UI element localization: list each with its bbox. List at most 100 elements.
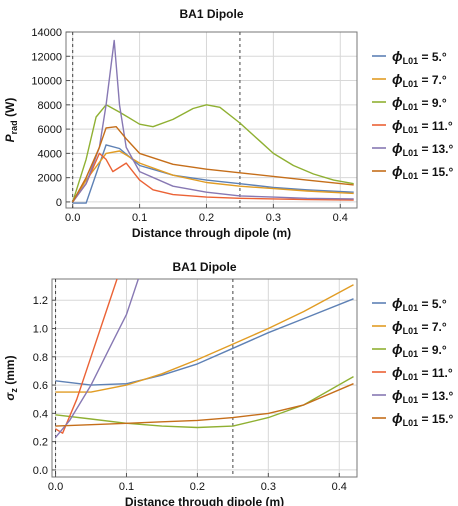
legend-series-name: 15.° <box>432 165 454 179</box>
y-tick-label: 0.6 <box>33 380 48 392</box>
legend-eq: = <box>418 366 432 380</box>
y-axis-label-main: P <box>3 133 17 142</box>
y-axis-label: σz (mm) <box>3 355 19 400</box>
legend-eq: = <box>418 119 432 133</box>
legend-item-label: ϕL01 = 13.° <box>392 387 453 405</box>
x-tick-label: 0.1 <box>119 481 134 493</box>
x-tick-label: 0.2 <box>190 481 205 493</box>
x-tick-label: 0.0 <box>48 481 63 493</box>
legend-item-label: ϕL01 = 7.° <box>392 71 447 89</box>
x-tick-label: 0.4 <box>332 481 347 493</box>
gridlines <box>52 279 357 477</box>
series-line <box>55 383 354 427</box>
y-tick-label: 0.0 <box>33 465 48 477</box>
y-tick-label: 10000 <box>31 76 62 88</box>
y-axis-label-sub: z <box>9 388 19 393</box>
legend-series-name: 13.° <box>432 142 454 156</box>
series-line <box>72 150 354 203</box>
series-line <box>55 284 354 393</box>
legend-eq: = <box>418 96 432 110</box>
legend-eq: = <box>418 142 432 156</box>
legend-series-name: 5.° <box>432 297 447 311</box>
legend-item-label: ϕL01 = 11.° <box>392 117 453 135</box>
series-line <box>55 279 118 434</box>
legend-symbol: ϕ <box>392 387 403 403</box>
legend-eq: = <box>418 343 432 357</box>
x-tick-label: 0.3 <box>266 212 281 224</box>
legend-sub: L01 <box>403 125 419 135</box>
legend: ϕL01 = 5.°ϕL01 = 7.°ϕL01 = 9.°ϕL01 = 11.… <box>372 295 453 428</box>
series-line <box>55 298 354 386</box>
legend-sub: L01 <box>403 349 419 359</box>
legend-series-name: 9.° <box>432 96 447 110</box>
legend-eq: = <box>418 50 432 64</box>
legend-sub: L01 <box>403 102 419 112</box>
x-tick-label: 0.0 <box>65 212 80 224</box>
x-tick-label: 0.3 <box>261 481 276 493</box>
x-tick-label: 0.2 <box>199 212 214 224</box>
legend-series-name: 11.° <box>432 119 453 133</box>
legend-item-label: ϕL01 = 11.° <box>392 364 453 382</box>
gridlines <box>66 31 357 208</box>
y-tick-label: 1.0 <box>33 324 48 336</box>
legend-sub: L01 <box>403 56 419 66</box>
chart-title: BA1 Dipole <box>179 7 243 21</box>
legend-eq: = <box>418 297 432 311</box>
legend: ϕL01 = 5.°ϕL01 = 7.°ϕL01 = 9.°ϕL01 = 11.… <box>372 48 453 181</box>
x-axis-label: Distance through dipole (m) <box>125 495 284 506</box>
x-tick-label: 0.1 <box>132 212 147 224</box>
legend-series-name: 15.° <box>432 412 454 426</box>
x-axis-label: Distance through dipole (m) <box>132 226 291 240</box>
y-axis-label-unit: (mm) <box>3 355 17 388</box>
legend-eq: = <box>418 320 432 334</box>
x-tick-label: 0.4 <box>333 212 348 224</box>
legend-sub: L01 <box>403 303 419 313</box>
y-tick-label: 0.4 <box>33 408 48 420</box>
series-line <box>72 152 354 203</box>
series-line <box>55 375 354 429</box>
legend-symbol: ϕ <box>392 71 403 87</box>
y-axis-label-sub: rad <box>9 120 19 134</box>
legend-series-name: 7.° <box>432 73 447 87</box>
legend-series-name: 5.° <box>432 50 447 64</box>
legend-sub: L01 <box>403 395 419 405</box>
legend-sub: L01 <box>403 148 419 158</box>
legend-item-label: ϕL01 = 13.° <box>392 140 453 158</box>
legend-item-label: ϕL01 = 7.° <box>392 318 447 336</box>
legend-eq: = <box>418 73 432 87</box>
legend-eq: = <box>418 165 432 179</box>
y-tick-label: 0 <box>56 197 62 209</box>
legend-sub: L01 <box>403 79 419 89</box>
legend-symbol: ϕ <box>392 140 403 156</box>
y-tick-label: 8000 <box>38 100 62 112</box>
legend-series-name: 11.° <box>432 366 453 380</box>
chart-sigma-z: BA1 Dipole 0.0 0.1 0.2 0.3 0.4 0.0 0.2 0.4 0.6 0.8… <box>3 260 453 506</box>
series-line <box>72 104 354 203</box>
legend-eq: = <box>418 389 432 403</box>
series-line <box>72 125 354 203</box>
series-line <box>54 279 140 438</box>
series-group <box>54 279 354 438</box>
legend-symbol: ϕ <box>392 163 403 179</box>
legend-series-name: 7.° <box>432 320 447 334</box>
series-group <box>72 39 354 204</box>
legend-sub: L01 <box>403 326 419 336</box>
legend-sub: L01 <box>403 418 419 428</box>
legend-symbol: ϕ <box>392 48 403 64</box>
legend-symbol: ϕ <box>392 364 403 380</box>
y-tick-label: 0.8 <box>33 352 48 364</box>
legend-item-label: ϕL01 = 15.° <box>392 410 453 428</box>
legend-symbol: ϕ <box>392 341 403 357</box>
plot-frame <box>65 31 358 209</box>
plot-frame <box>51 278 358 478</box>
legend-symbol: ϕ <box>392 410 403 426</box>
y-tick-label: 4000 <box>38 148 62 160</box>
y-axis-label-main: σ <box>3 392 17 401</box>
series-line <box>72 39 354 203</box>
y-tick-label: 12000 <box>31 51 62 63</box>
legend-symbol: ϕ <box>392 94 403 110</box>
legend-eq: = <box>418 412 432 426</box>
chart-prad: BA1 Dipole 0.0 0.1 0.2 0.3 0.4 0 2000 4000 6000 80… <box>3 7 453 240</box>
legend-symbol: ϕ <box>392 117 403 133</box>
